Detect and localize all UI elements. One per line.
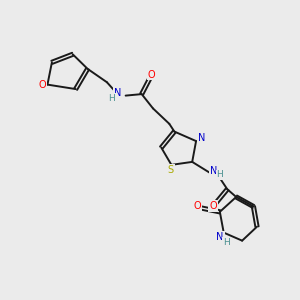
Text: O: O [38,80,46,90]
Text: N: N [114,88,122,98]
Text: O: O [209,201,217,211]
Text: H: H [217,170,223,179]
Text: O: O [148,70,155,80]
Text: O: O [194,202,201,212]
Text: N: N [198,133,205,143]
Text: S: S [168,165,174,175]
Text: N: N [217,232,224,242]
Text: H: H [109,94,115,103]
Text: H: H [223,238,230,247]
Text: N: N [210,166,218,176]
